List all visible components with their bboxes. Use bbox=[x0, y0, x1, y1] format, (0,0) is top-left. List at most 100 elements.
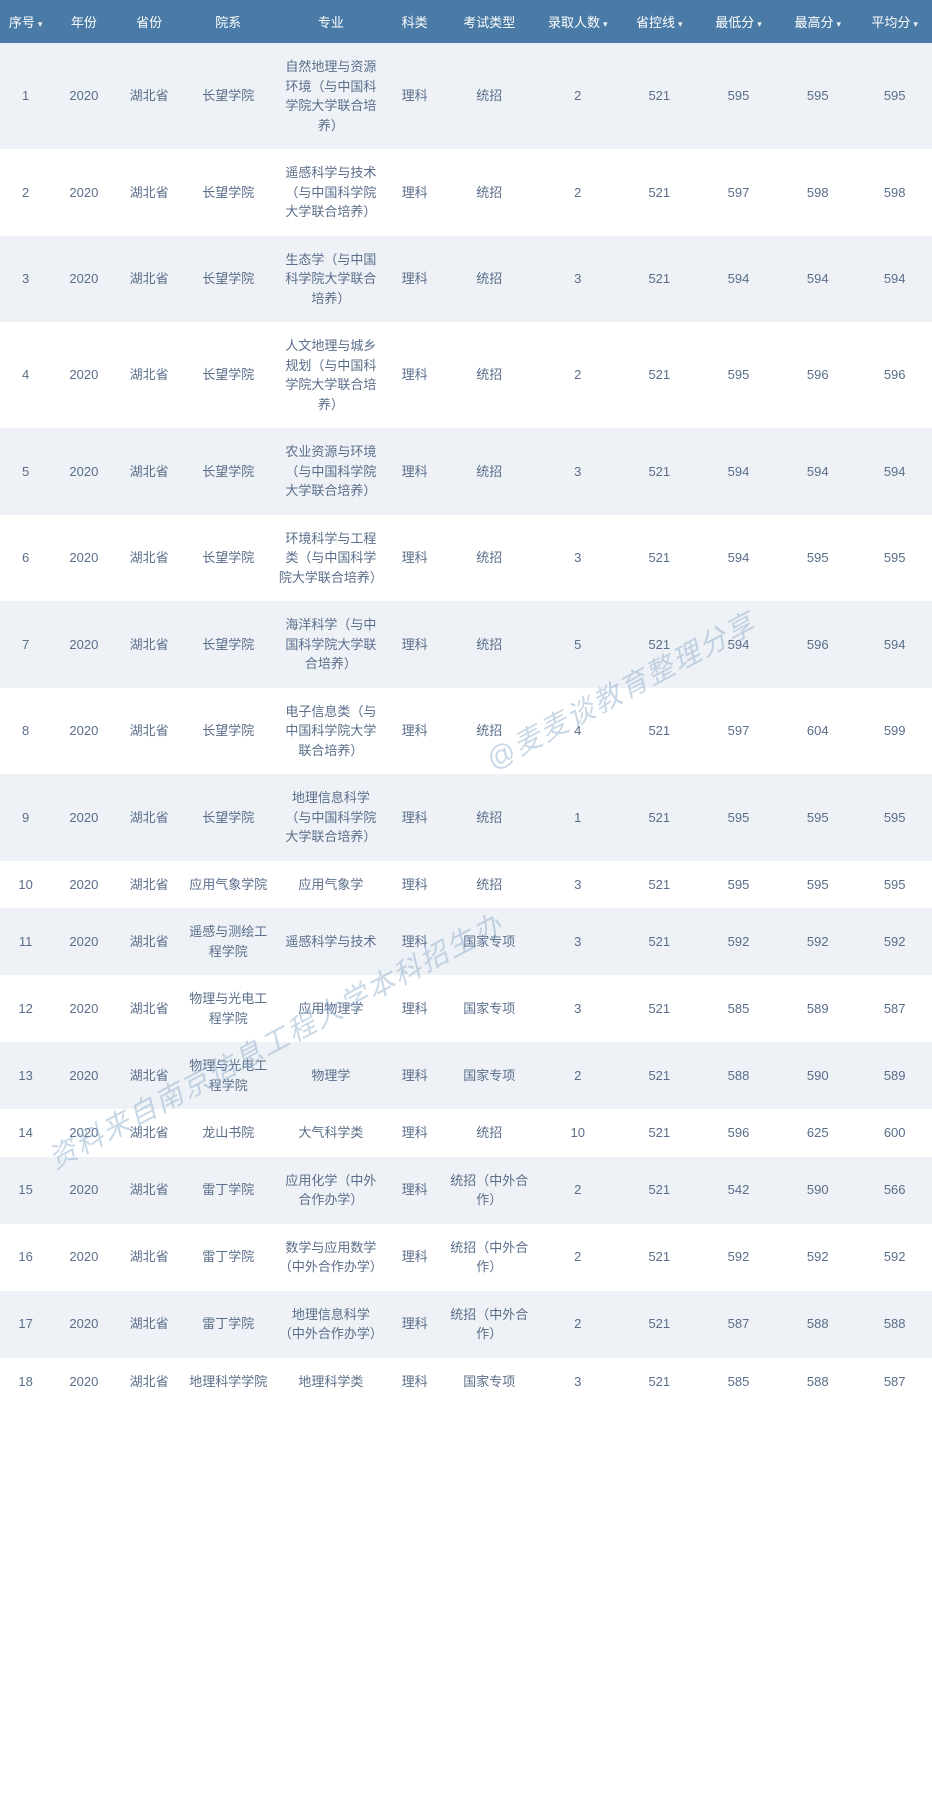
cell: 521 bbox=[620, 515, 699, 602]
cell: 湖北省 bbox=[116, 908, 181, 975]
cell: 湖北省 bbox=[116, 1042, 181, 1109]
cell: 湖北省 bbox=[116, 774, 181, 861]
cell: 龙山书院 bbox=[182, 1109, 275, 1157]
cell: 国家专项 bbox=[443, 1358, 536, 1406]
cell: 594 bbox=[857, 601, 932, 688]
cell: 2 bbox=[0, 149, 51, 236]
cell: 588 bbox=[778, 1358, 857, 1406]
cell: 2020 bbox=[51, 1109, 116, 1157]
cell: 521 bbox=[620, 1042, 699, 1109]
cell: 595 bbox=[857, 43, 932, 149]
cell: 592 bbox=[857, 908, 932, 975]
cell: 15 bbox=[0, 1157, 51, 1224]
cell: 6 bbox=[0, 515, 51, 602]
cell: 理科 bbox=[387, 428, 443, 515]
table-row: 22020湖北省长望学院遥感科学与技术（与中国科学院大学联合培养）理科统招252… bbox=[0, 149, 932, 236]
cell: 625 bbox=[778, 1109, 857, 1157]
cell: 2020 bbox=[51, 1224, 116, 1291]
cell: 理科 bbox=[387, 1042, 443, 1109]
cell: 2020 bbox=[51, 1042, 116, 1109]
cell: 生态学（与中国科学院大学联合培养） bbox=[275, 236, 387, 323]
cell: 7 bbox=[0, 601, 51, 688]
cell: 应用化学（中外合作办学） bbox=[275, 1157, 387, 1224]
cell: 统招 bbox=[443, 861, 536, 909]
cell: 统招 bbox=[443, 236, 536, 323]
col-header-7[interactable]: 录取人数 bbox=[536, 0, 620, 43]
col-header-4: 专业 bbox=[275, 0, 387, 43]
cell: 13 bbox=[0, 1042, 51, 1109]
cell: 2020 bbox=[51, 601, 116, 688]
col-header-11[interactable]: 平均分 bbox=[857, 0, 932, 43]
col-header-8[interactable]: 省控线 bbox=[620, 0, 699, 43]
cell: 587 bbox=[857, 1358, 932, 1406]
cell: 16 bbox=[0, 1224, 51, 1291]
cell: 596 bbox=[857, 322, 932, 428]
cell: 595 bbox=[699, 774, 778, 861]
cell: 4 bbox=[0, 322, 51, 428]
cell: 长望学院 bbox=[182, 688, 275, 775]
col-header-0[interactable]: 序号 bbox=[0, 0, 51, 43]
cell: 理科 bbox=[387, 236, 443, 323]
cell: 理科 bbox=[387, 861, 443, 909]
col-header-10[interactable]: 最高分 bbox=[778, 0, 857, 43]
cell: 3 bbox=[536, 1358, 620, 1406]
cell: 理科 bbox=[387, 1291, 443, 1358]
cell: 统招 bbox=[443, 149, 536, 236]
cell: 12 bbox=[0, 975, 51, 1042]
cell: 521 bbox=[620, 1109, 699, 1157]
table-row: 132020湖北省物理与光电工程学院物理学理科国家专项2521588590589 bbox=[0, 1042, 932, 1109]
cell: 585 bbox=[699, 975, 778, 1042]
cell: 湖北省 bbox=[116, 975, 181, 1042]
cell: 长望学院 bbox=[182, 428, 275, 515]
cell: 湖北省 bbox=[116, 861, 181, 909]
cell: 长望学院 bbox=[182, 322, 275, 428]
cell: 国家专项 bbox=[443, 1042, 536, 1109]
cell: 521 bbox=[620, 236, 699, 323]
cell: 595 bbox=[778, 774, 857, 861]
cell: 统招 bbox=[443, 688, 536, 775]
cell: 遥感与测绘工程学院 bbox=[182, 908, 275, 975]
cell: 理科 bbox=[387, 1224, 443, 1291]
cell: 2 bbox=[536, 149, 620, 236]
col-header-3: 院系 bbox=[182, 0, 275, 43]
cell: 594 bbox=[699, 515, 778, 602]
cell: 595 bbox=[857, 861, 932, 909]
cell: 物理学 bbox=[275, 1042, 387, 1109]
cell: 11 bbox=[0, 908, 51, 975]
cell: 521 bbox=[620, 322, 699, 428]
cell: 农业资源与环境（与中国科学院大学联合培养） bbox=[275, 428, 387, 515]
cell: 理科 bbox=[387, 688, 443, 775]
cell: 2020 bbox=[51, 1291, 116, 1358]
cell: 湖北省 bbox=[116, 688, 181, 775]
cell: 雷丁学院 bbox=[182, 1157, 275, 1224]
table-row: 12020湖北省长望学院自然地理与资源环境（与中国科学院大学联合培养）理科统招2… bbox=[0, 43, 932, 149]
cell: 2020 bbox=[51, 975, 116, 1042]
cell: 长望学院 bbox=[182, 43, 275, 149]
col-header-6: 考试类型 bbox=[443, 0, 536, 43]
cell: 595 bbox=[699, 861, 778, 909]
cell: 国家专项 bbox=[443, 975, 536, 1042]
table-row: 82020湖北省长望学院电子信息类（与中国科学院大学联合培养）理科统招45215… bbox=[0, 688, 932, 775]
col-header-2: 省份 bbox=[116, 0, 181, 43]
cell: 统招（中外合作） bbox=[443, 1157, 536, 1224]
cell: 海洋科学（与中国科学院大学联合培养） bbox=[275, 601, 387, 688]
table-row: 152020湖北省雷丁学院应用化学（中外合作办学）理科统招（中外合作）25215… bbox=[0, 1157, 932, 1224]
cell: 4 bbox=[536, 688, 620, 775]
cell: 应用物理学 bbox=[275, 975, 387, 1042]
cell: 3 bbox=[536, 861, 620, 909]
cell: 566 bbox=[857, 1157, 932, 1224]
col-header-9[interactable]: 最低分 bbox=[699, 0, 778, 43]
cell: 521 bbox=[620, 1291, 699, 1358]
cell: 湖北省 bbox=[116, 149, 181, 236]
cell: 统招 bbox=[443, 601, 536, 688]
cell: 2020 bbox=[51, 149, 116, 236]
cell: 理科 bbox=[387, 515, 443, 602]
cell: 湖北省 bbox=[116, 1291, 181, 1358]
cell: 遥感科学与技术（与中国科学院大学联合培养） bbox=[275, 149, 387, 236]
cell: 理科 bbox=[387, 774, 443, 861]
cell: 理科 bbox=[387, 908, 443, 975]
cell: 594 bbox=[778, 428, 857, 515]
cell: 592 bbox=[699, 1224, 778, 1291]
cell: 587 bbox=[699, 1291, 778, 1358]
cell: 统招 bbox=[443, 322, 536, 428]
